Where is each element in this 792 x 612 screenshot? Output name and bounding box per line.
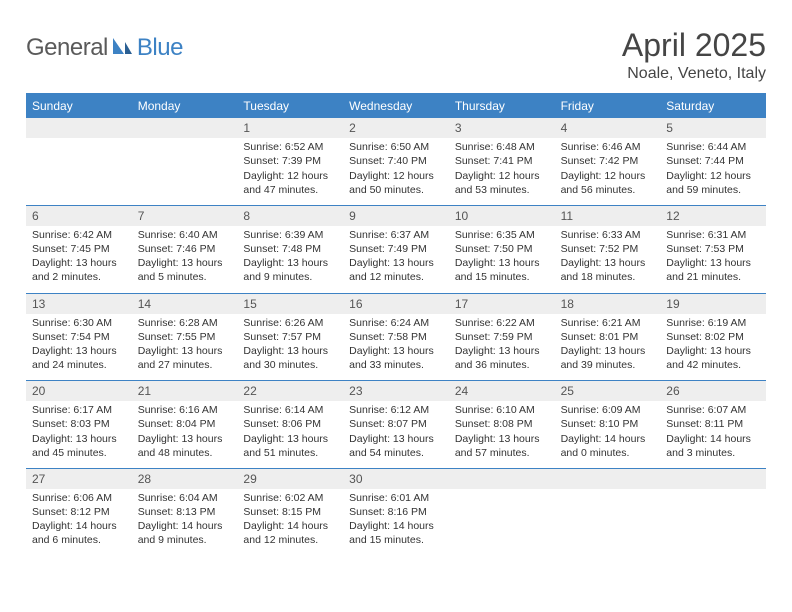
day-number: 21 <box>132 381 238 401</box>
day-number: 14 <box>132 294 238 314</box>
day-detail: Sunrise: 6:01 AM Sunset: 8:16 PM Dayligh… <box>343 489 449 556</box>
day-number: 27 <box>26 469 132 489</box>
day-number: 3 <box>449 118 555 138</box>
day-number: 10 <box>449 206 555 226</box>
weekday-label: Wednesday <box>343 95 449 117</box>
day-detail: Sunrise: 6:17 AM Sunset: 8:03 PM Dayligh… <box>26 401 132 468</box>
day-detail: Sunrise: 6:50 AM Sunset: 7:40 PM Dayligh… <box>343 138 449 205</box>
day-detail <box>449 489 555 556</box>
day-number: 4 <box>555 118 661 138</box>
day-detail: Sunrise: 6:02 AM Sunset: 8:15 PM Dayligh… <box>237 489 343 556</box>
day-detail: Sunrise: 6:37 AM Sunset: 7:49 PM Dayligh… <box>343 226 449 293</box>
day-detail: Sunrise: 6:22 AM Sunset: 7:59 PM Dayligh… <box>449 314 555 381</box>
day-detail: Sunrise: 6:16 AM Sunset: 8:04 PM Dayligh… <box>132 401 238 468</box>
day-number <box>660 469 766 489</box>
day-detail: Sunrise: 6:24 AM Sunset: 7:58 PM Dayligh… <box>343 314 449 381</box>
brand-text-2: Blue <box>137 34 183 62</box>
day-detail: Sunrise: 6:52 AM Sunset: 7:39 PM Dayligh… <box>237 138 343 205</box>
day-detail: Sunrise: 6:40 AM Sunset: 7:46 PM Dayligh… <box>132 226 238 293</box>
day-detail <box>132 138 238 205</box>
day-detail: Sunrise: 6:09 AM Sunset: 8:10 PM Dayligh… <box>555 401 661 468</box>
day-detail-row: Sunrise: 6:30 AM Sunset: 7:54 PM Dayligh… <box>26 314 766 381</box>
day-detail: Sunrise: 6:39 AM Sunset: 7:48 PM Dayligh… <box>237 226 343 293</box>
header: General Blue April 2025 Noale, Veneto, I… <box>26 28 766 83</box>
day-detail: Sunrise: 6:33 AM Sunset: 7:52 PM Dayligh… <box>555 226 661 293</box>
brand-logo: General Blue <box>26 34 183 62</box>
day-number: 28 <box>132 469 238 489</box>
day-detail: Sunrise: 6:06 AM Sunset: 8:12 PM Dayligh… <box>26 489 132 556</box>
weekday-label: Tuesday <box>237 95 343 117</box>
day-number: 12 <box>660 206 766 226</box>
day-number-row: 12345 <box>26 117 766 138</box>
day-detail: Sunrise: 6:42 AM Sunset: 7:45 PM Dayligh… <box>26 226 132 293</box>
day-number: 17 <box>449 294 555 314</box>
day-detail-row: Sunrise: 6:42 AM Sunset: 7:45 PM Dayligh… <box>26 226 766 293</box>
day-detail: Sunrise: 6:21 AM Sunset: 8:01 PM Dayligh… <box>555 314 661 381</box>
day-detail: Sunrise: 6:44 AM Sunset: 7:44 PM Dayligh… <box>660 138 766 205</box>
calendar-table: Sunday Monday Tuesday Wednesday Thursday… <box>26 93 766 555</box>
day-detail: Sunrise: 6:07 AM Sunset: 8:11 PM Dayligh… <box>660 401 766 468</box>
sail-icon <box>111 36 133 61</box>
day-number: 23 <box>343 381 449 401</box>
day-number: 13 <box>26 294 132 314</box>
calendar-header-row: Sunday Monday Tuesday Wednesday Thursday… <box>26 95 766 117</box>
day-detail: Sunrise: 6:19 AM Sunset: 8:02 PM Dayligh… <box>660 314 766 381</box>
day-detail: Sunrise: 6:31 AM Sunset: 7:53 PM Dayligh… <box>660 226 766 293</box>
weekday-label: Monday <box>132 95 238 117</box>
day-detail: Sunrise: 6:04 AM Sunset: 8:13 PM Dayligh… <box>132 489 238 556</box>
location-label: Noale, Veneto, Italy <box>622 65 766 83</box>
day-detail-row: Sunrise: 6:06 AM Sunset: 8:12 PM Dayligh… <box>26 489 766 556</box>
day-detail-row: Sunrise: 6:52 AM Sunset: 7:39 PM Dayligh… <box>26 138 766 205</box>
day-detail: Sunrise: 6:26 AM Sunset: 7:57 PM Dayligh… <box>237 314 343 381</box>
day-detail: Sunrise: 6:35 AM Sunset: 7:50 PM Dayligh… <box>449 226 555 293</box>
brand-text-1: General <box>26 34 108 62</box>
day-number: 8 <box>237 206 343 226</box>
day-detail-row: Sunrise: 6:17 AM Sunset: 8:03 PM Dayligh… <box>26 401 766 468</box>
day-detail: Sunrise: 6:14 AM Sunset: 8:06 PM Dayligh… <box>237 401 343 468</box>
day-number: 29 <box>237 469 343 489</box>
day-detail <box>26 138 132 205</box>
day-number: 15 <box>237 294 343 314</box>
weekday-label: Thursday <box>449 95 555 117</box>
day-detail <box>555 489 661 556</box>
day-number: 5 <box>660 118 766 138</box>
day-detail: Sunrise: 6:46 AM Sunset: 7:42 PM Dayligh… <box>555 138 661 205</box>
day-number: 22 <box>237 381 343 401</box>
weekday-label: Friday <box>555 95 661 117</box>
day-number <box>26 118 132 138</box>
day-number-row: 13141516171819 <box>26 293 766 314</box>
day-detail: Sunrise: 6:30 AM Sunset: 7:54 PM Dayligh… <box>26 314 132 381</box>
title-block: April 2025 Noale, Veneto, Italy <box>622 28 766 83</box>
day-number: 16 <box>343 294 449 314</box>
day-number <box>449 469 555 489</box>
page-title: April 2025 <box>622 28 766 63</box>
day-number: 25 <box>555 381 661 401</box>
day-detail: Sunrise: 6:48 AM Sunset: 7:41 PM Dayligh… <box>449 138 555 205</box>
day-detail <box>660 489 766 556</box>
day-number: 30 <box>343 469 449 489</box>
day-number-row: 20212223242526 <box>26 380 766 401</box>
day-number-row: 6789101112 <box>26 205 766 226</box>
day-number: 7 <box>132 206 238 226</box>
day-number: 19 <box>660 294 766 314</box>
day-number: 2 <box>343 118 449 138</box>
day-number: 26 <box>660 381 766 401</box>
day-number: 20 <box>26 381 132 401</box>
day-number <box>555 469 661 489</box>
weeks-container: 12345Sunrise: 6:52 AM Sunset: 7:39 PM Da… <box>26 117 766 555</box>
day-detail: Sunrise: 6:10 AM Sunset: 8:08 PM Dayligh… <box>449 401 555 468</box>
day-number: 18 <box>555 294 661 314</box>
weekday-label: Sunday <box>26 95 132 117</box>
calendar-page: General Blue April 2025 Noale, Veneto, I… <box>0 0 792 556</box>
day-number: 11 <box>555 206 661 226</box>
day-number-row: 27282930 <box>26 468 766 489</box>
day-detail: Sunrise: 6:12 AM Sunset: 8:07 PM Dayligh… <box>343 401 449 468</box>
day-detail: Sunrise: 6:28 AM Sunset: 7:55 PM Dayligh… <box>132 314 238 381</box>
day-number: 24 <box>449 381 555 401</box>
day-number: 9 <box>343 206 449 226</box>
day-number: 1 <box>237 118 343 138</box>
day-number <box>132 118 238 138</box>
day-number: 6 <box>26 206 132 226</box>
weekday-label: Saturday <box>660 95 766 117</box>
